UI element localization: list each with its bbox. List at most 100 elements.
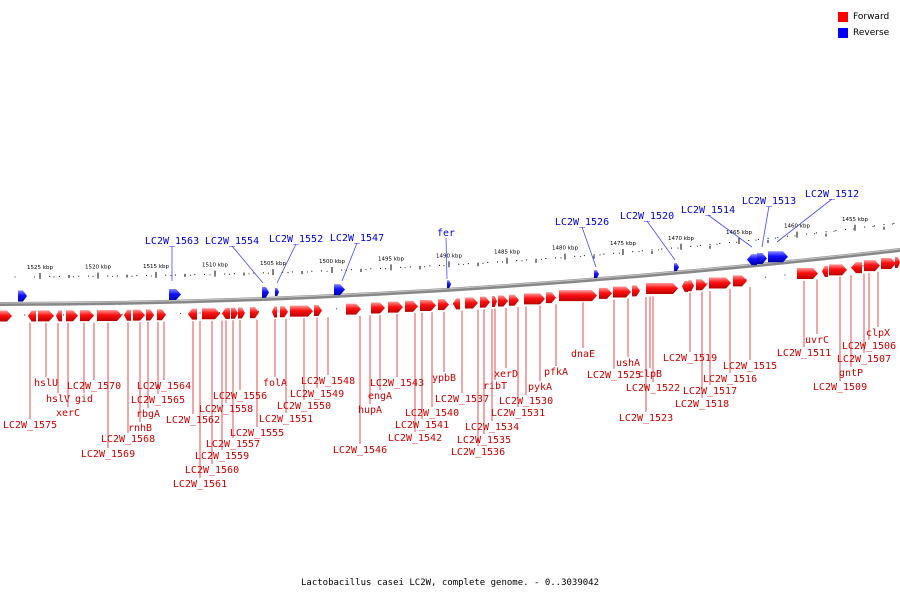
forward-gene bbox=[465, 297, 478, 309]
forward-gene-label: LC2W_1507 bbox=[837, 354, 891, 365]
track-dot bbox=[72, 276, 75, 278]
forward-gene-label: LC2W_1536 bbox=[451, 447, 505, 458]
track-dot bbox=[657, 249, 660, 251]
forward-gene bbox=[202, 308, 220, 320]
tick-label: 1520 kbp bbox=[85, 265, 111, 271]
forward-gene-label: pykA bbox=[528, 382, 552, 393]
forward-gene bbox=[688, 280, 694, 292]
track-dot bbox=[62, 314, 65, 316]
forward-gene-label: LC2W_1549 bbox=[290, 389, 344, 400]
track-dot bbox=[92, 276, 94, 278]
genome-backbone bbox=[0, 248, 900, 306]
forward-gene bbox=[388, 301, 403, 313]
forward-gene bbox=[559, 290, 597, 302]
forward-gene-label: LC2W_1551 bbox=[259, 414, 313, 425]
track-dot bbox=[540, 258, 543, 260]
track-dot bbox=[248, 273, 250, 275]
track-dot bbox=[599, 254, 601, 256]
forward-gene bbox=[733, 275, 747, 287]
forward-gene-label: uvrC bbox=[805, 335, 829, 346]
forward-gene-label: LC2W_1569 bbox=[81, 449, 135, 460]
forward-gene-label: hslV bbox=[46, 394, 70, 405]
track-dot bbox=[189, 274, 192, 276]
reverse-gene-label: LC2W_1513 bbox=[742, 196, 796, 207]
track-dot bbox=[774, 237, 777, 239]
reverse-gene bbox=[334, 284, 345, 296]
forward-gene bbox=[797, 267, 818, 279]
forward-gene-label: ypbB bbox=[432, 373, 456, 384]
forward-gene bbox=[66, 310, 78, 322]
callout-line bbox=[646, 220, 676, 261]
forward-gene-label: LC2W_1568 bbox=[101, 434, 155, 445]
forward-gene bbox=[157, 309, 166, 321]
forward-gene bbox=[546, 292, 556, 304]
reverse-gene-label: fer bbox=[437, 228, 455, 239]
forward-gene-label: LC2W_1523 bbox=[619, 413, 673, 424]
reverse-gene bbox=[447, 280, 451, 289]
reverse-gene-label: LC2W_1520 bbox=[620, 211, 674, 222]
track-dot bbox=[482, 262, 484, 264]
reverse-gene-label: LC2W_1512 bbox=[805, 189, 859, 200]
tick-label: 1470 kbp bbox=[668, 236, 694, 242]
forward-gene bbox=[599, 287, 612, 299]
forward-gene bbox=[498, 295, 508, 307]
forward-swatch bbox=[838, 11, 848, 22]
tick-label: 1525 kbp bbox=[27, 265, 53, 271]
track-dot bbox=[326, 270, 328, 272]
tick-label: 1505 kbp bbox=[260, 261, 286, 267]
track-dot bbox=[872, 225, 874, 228]
track-dot bbox=[852, 228, 855, 230]
forward-gene bbox=[613, 286, 631, 298]
track-dot bbox=[384, 268, 387, 270]
forward-gene-label: engA bbox=[368, 391, 392, 402]
track-dot bbox=[833, 230, 835, 232]
track-dot bbox=[579, 255, 582, 258]
forward-gene bbox=[238, 307, 245, 319]
forward-gene-label: xerC bbox=[56, 408, 80, 419]
forward-gene bbox=[314, 305, 322, 317]
forward-gene-label: LC2W_1535 bbox=[457, 435, 511, 446]
callout-line bbox=[707, 214, 753, 248]
forward-gene-label: LC2W_1519 bbox=[663, 353, 717, 364]
track-dot bbox=[423, 266, 426, 268]
forward-gene bbox=[371, 302, 385, 314]
track-dot bbox=[443, 264, 445, 267]
tick-label: 1490 kbp bbox=[436, 253, 462, 259]
forward-gene-label: hupA bbox=[358, 405, 382, 416]
track-dot bbox=[755, 239, 757, 241]
legend-item-forward: Forward bbox=[838, 9, 889, 24]
tick-label: 1455 kbp bbox=[842, 217, 868, 223]
reverse-gene bbox=[747, 254, 757, 266]
forward-gene-label: LC2W_1559 bbox=[195, 451, 249, 462]
forward-gene bbox=[453, 298, 460, 310]
forward-gene-label: LC2W_1541 bbox=[395, 420, 449, 431]
forward-gene-label: LC2W_1506 bbox=[842, 341, 896, 352]
track-dot bbox=[218, 311, 221, 314]
forward-gene bbox=[80, 310, 94, 322]
track-dot bbox=[150, 275, 153, 277]
forward-gene bbox=[851, 262, 862, 274]
track-dot bbox=[462, 263, 465, 266]
track-dot bbox=[121, 313, 123, 315]
forward-gene bbox=[524, 293, 545, 305]
track-dot bbox=[706, 282, 708, 284]
forward-gene-label: clpX bbox=[866, 328, 890, 339]
forward-gene bbox=[864, 260, 880, 272]
forward-gene-label: hslU bbox=[34, 378, 58, 389]
forward-gene bbox=[881, 258, 896, 270]
forward-gene-label: LC2W_1509 bbox=[813, 382, 867, 393]
forward-gene-label: LC2W_1556 bbox=[213, 391, 267, 402]
reverse-gene bbox=[169, 289, 181, 301]
track-dot bbox=[891, 223, 894, 225]
track-dot bbox=[696, 245, 699, 247]
forward-gene-label: pfkA bbox=[544, 367, 568, 378]
callout-line bbox=[445, 237, 448, 280]
forward-gene bbox=[646, 283, 678, 295]
forward-gene bbox=[146, 309, 154, 321]
tick-label: 1465 kbp bbox=[726, 230, 752, 236]
forward-gene-label: LC2W_1558 bbox=[199, 404, 253, 415]
track-dot bbox=[209, 274, 211, 276]
forward-gene-label: LC2W_1550 bbox=[277, 401, 331, 412]
forward-gene bbox=[56, 310, 62, 322]
reverse-gene-label: LC2W_1563 bbox=[145, 236, 199, 247]
